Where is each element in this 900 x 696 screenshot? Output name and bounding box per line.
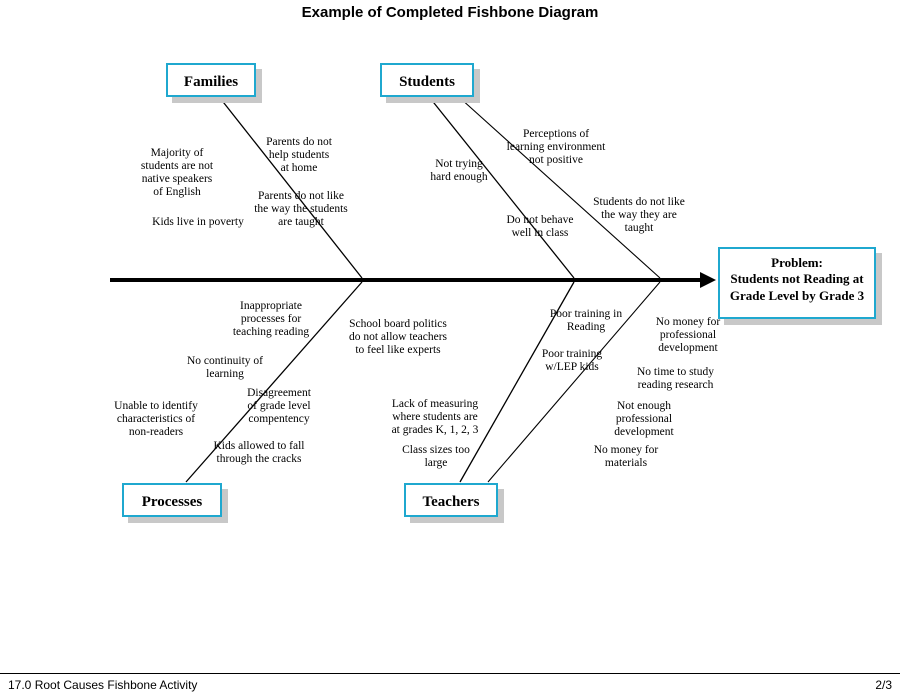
category-box-families-host: Families xyxy=(166,63,256,97)
cause-processes-4: Kids allowed to fallthrough the cracks xyxy=(194,440,324,466)
category-box-students: Students xyxy=(380,63,474,97)
cause-teachers-3: Poor trainingw/LEP kids xyxy=(522,348,622,374)
cause-teachers-1: Class sizes toolarge xyxy=(386,444,486,470)
page-footer: 17.0 Root Causes Fishbone Activity 2/3 xyxy=(0,673,900,696)
cause-processes-5: School board politicsdo not allow teache… xyxy=(328,318,468,357)
cause-processes-3: Disagreementof grade levelcompentency xyxy=(224,387,334,426)
category-box-teachers: Teachers xyxy=(404,483,498,517)
cause-processes-0: Inappropriateprocesses forteaching readi… xyxy=(216,300,326,339)
cause-teachers-5: No time to studyreading research xyxy=(618,366,733,392)
category-box-processes: Processes xyxy=(122,483,222,517)
footer-right: 2/3 xyxy=(875,678,892,692)
category-box-processes-host: Processes xyxy=(122,483,222,517)
cause-teachers-6: Not enoughprofessionaldevelopment xyxy=(594,400,694,439)
problem-box-host: Problem:Students not Reading at Grade Le… xyxy=(718,247,876,319)
cause-families-0: Majority ofstudents are notnative speake… xyxy=(122,147,232,199)
cause-families-2: Parents do nothelp studentsat home xyxy=(248,136,350,175)
cause-teachers-2: Poor training inReading xyxy=(536,308,636,334)
cause-students-2: Perceptions oflearning environmentnot po… xyxy=(486,128,626,167)
category-box-teachers-host: Teachers xyxy=(404,483,498,517)
cause-teachers-4: No money forprofessionaldevelopment xyxy=(638,316,738,355)
category-box-families: Families xyxy=(166,63,256,97)
cause-teachers-0: Lack of measuringwhere students areat gr… xyxy=(370,398,500,437)
cause-teachers-7: No money formaterials xyxy=(576,444,676,470)
footer-left: 17.0 Root Causes Fishbone Activity xyxy=(8,678,197,692)
category-box-students-host: Students xyxy=(380,63,474,97)
cause-processes-1: No continuity oflearning xyxy=(170,355,280,381)
cause-students-3: Students do not likethe way they aretaug… xyxy=(574,196,704,235)
problem-box: Problem:Students not Reading at Grade Le… xyxy=(718,247,876,319)
cause-families-3: Parents do not likethe way the studentsa… xyxy=(236,190,366,229)
cause-processes-2: Unable to identifycharacteristics ofnon-… xyxy=(96,400,216,439)
